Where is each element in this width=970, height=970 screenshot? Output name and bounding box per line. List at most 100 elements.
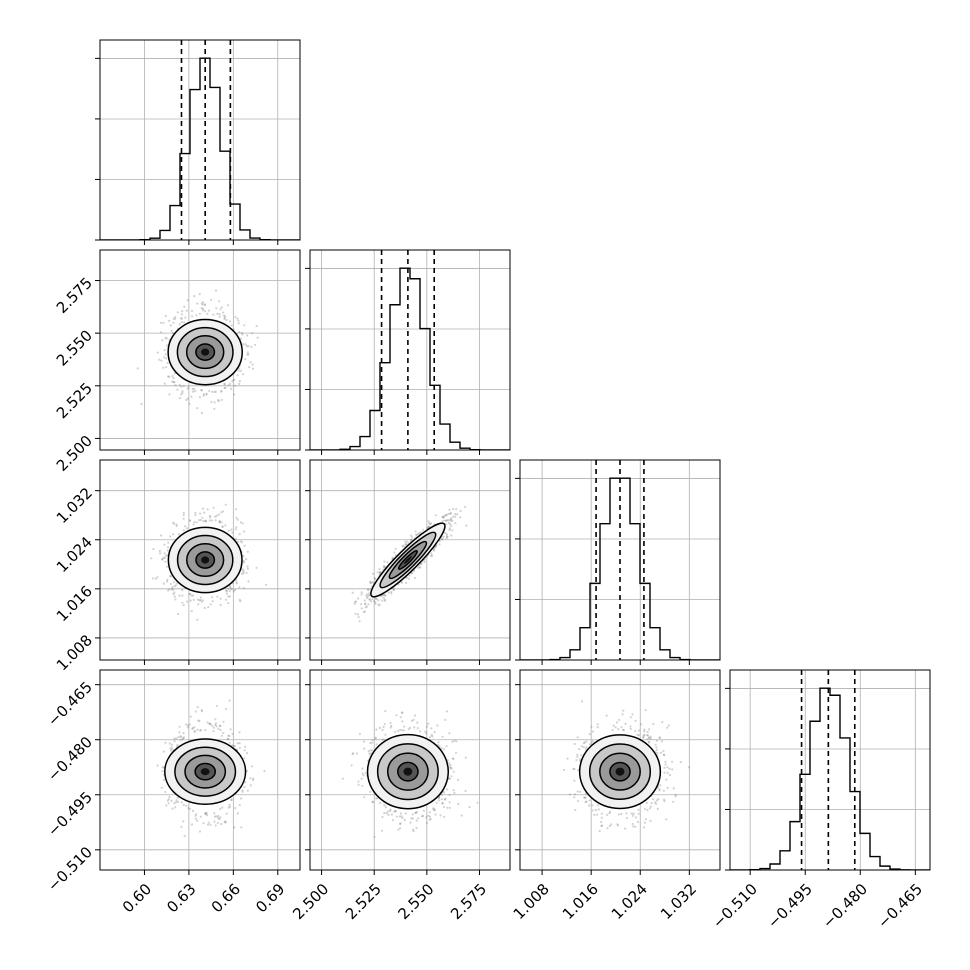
sample-point [213, 812, 216, 815]
sample-point [178, 594, 181, 597]
sample-point [235, 508, 238, 511]
sample-point [234, 537, 237, 541]
sample-point [193, 387, 196, 390]
sample-point [412, 718, 415, 721]
sample-point [193, 730, 196, 734]
sample-point [246, 567, 249, 571]
sample-point [415, 826, 418, 830]
sample-point [415, 533, 418, 536]
sample-point [665, 818, 668, 821]
sample-point [442, 535, 445, 538]
sample-point [662, 750, 665, 753]
sample-point [434, 514, 437, 517]
sample-point [204, 519, 207, 522]
sample-point [161, 339, 164, 342]
sample-point [443, 815, 446, 818]
sample-point [562, 768, 566, 772]
panel-frame [309, 249, 511, 451]
sample-point [160, 359, 163, 362]
sample-point [444, 532, 447, 535]
sample-point [362, 610, 365, 614]
sample-point [638, 729, 641, 732]
sample-point [341, 777, 344, 780]
sample-point [418, 730, 422, 733]
x-tick-label: 0.60 [119, 880, 155, 916]
sample-point [223, 386, 226, 390]
sample-point [193, 295, 196, 298]
sample-point [433, 808, 436, 811]
sample-point [646, 734, 649, 737]
sample-point [201, 710, 204, 713]
sample-point [222, 720, 225, 723]
sample-point [411, 813, 414, 816]
sample-point [204, 520, 207, 523]
sample-point [217, 513, 220, 516]
sample-point [186, 397, 189, 400]
sample-point [452, 789, 455, 792]
sample-point [167, 802, 170, 805]
sample-point [381, 599, 384, 602]
sample-point [464, 789, 467, 793]
sample-point [169, 575, 172, 578]
sample-point [638, 734, 641, 737]
sample-point [180, 825, 183, 829]
sample-point [171, 375, 174, 378]
sample-point [165, 554, 168, 557]
sample-point [591, 740, 595, 743]
sample-point [443, 798, 446, 801]
sample-point [172, 533, 175, 536]
sample-point [182, 803, 185, 807]
sample-points [150, 503, 268, 621]
sample-point [452, 757, 455, 760]
sample-point [661, 721, 664, 724]
sample-point [578, 748, 581, 751]
sample-point [448, 766, 452, 769]
sample-point [465, 524, 468, 527]
sample-point [175, 524, 178, 528]
sample-point [432, 807, 435, 810]
sample-point [173, 381, 176, 384]
sample-point [220, 521, 223, 524]
sample-point [167, 589, 170, 592]
sample-point [464, 756, 467, 759]
sample-point [237, 369, 240, 372]
sample-point [247, 345, 250, 348]
sample-point [611, 729, 614, 732]
density-panel [310, 670, 510, 870]
sample-point [181, 391, 184, 395]
contour-line [376, 743, 439, 801]
sample-point [432, 549, 435, 552]
sample-point [622, 728, 625, 732]
sample-point [166, 799, 169, 802]
sample-point [230, 324, 233, 327]
sample-point [666, 726, 669, 729]
sample-point [189, 592, 192, 596]
sample-point [400, 729, 403, 732]
sample-point [606, 827, 609, 830]
sample-point [433, 809, 436, 812]
sample-point [218, 520, 221, 524]
sample-point [645, 801, 648, 805]
contour-line [379, 531, 437, 589]
sample-point [171, 748, 174, 751]
sample-point [246, 353, 249, 356]
y-tick-label: 2.500 [53, 432, 96, 475]
sample-point [363, 599, 366, 602]
sample-point [215, 307, 218, 310]
sample-point [378, 571, 381, 574]
sample-point [180, 393, 183, 396]
sample-point [160, 786, 163, 789]
sample-point [194, 814, 197, 817]
sample-point [577, 769, 580, 772]
sample-point [437, 797, 440, 800]
sample-point [440, 793, 443, 797]
sample-point [197, 603, 200, 606]
sample-point [630, 812, 633, 815]
sample-point [441, 802, 444, 805]
sample-point [173, 372, 176, 375]
sample-point [450, 775, 453, 778]
sample-point [190, 823, 193, 826]
panel-frame [519, 459, 721, 661]
sample-point [170, 743, 173, 746]
sample-point [449, 517, 452, 520]
